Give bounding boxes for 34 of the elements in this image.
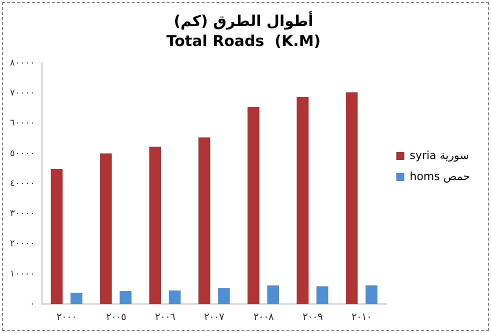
bar — [50, 169, 63, 304]
legend-label: homs حمص — [410, 170, 470, 183]
y-tick-label: ٠ — [30, 298, 35, 308]
bar — [316, 286, 328, 304]
bar — [366, 285, 378, 304]
bar — [218, 288, 230, 304]
bar — [168, 290, 181, 304]
x-tick-label: ٢٠٠٧ — [204, 312, 226, 323]
y-tick-label: ٥٠٠٠٠ — [10, 148, 35, 158]
bar — [198, 137, 210, 304]
bar — [267, 285, 280, 304]
y-tick-label: ٨٠٠٠٠ — [10, 57, 35, 68]
y-tick-label: ٤٠٠٠٠ — [10, 178, 35, 188]
x-tick-label: ٢٠٠٠ — [56, 312, 77, 323]
x-tick-label: ٢٠٠٩ — [302, 312, 322, 323]
bar — [70, 292, 82, 304]
y-tick-label: ٣٠٠٠٠ — [10, 208, 35, 218]
bar — [149, 146, 161, 304]
bar — [120, 291, 132, 304]
bar — [248, 106, 260, 304]
bar — [100, 153, 112, 304]
y-tick-label: ١٠٠٠٠ — [10, 268, 35, 278]
y-tick-label: ٧٠٠٠٠ — [10, 88, 35, 98]
x-tick-label: ٢٠٠٥ — [106, 312, 126, 323]
chart-subtitle: Total Roads (K.M) — [166, 32, 321, 50]
y-tick-label: ٦٠٠٠٠ — [10, 118, 35, 128]
x-tick-label: ٢٠١٠ — [352, 312, 372, 323]
bar — [296, 97, 309, 304]
legend-label: syria سورية — [410, 148, 469, 162]
chart-title: أطوال الطرق (كم) — [174, 10, 314, 30]
bar — [346, 92, 358, 304]
x-tick-label: ٢٠٠٨ — [253, 312, 274, 323]
x-tick-label: ٢٠٠٦ — [154, 312, 175, 323]
y-tick-label: ٢٠٠٠٠ — [10, 238, 35, 248]
